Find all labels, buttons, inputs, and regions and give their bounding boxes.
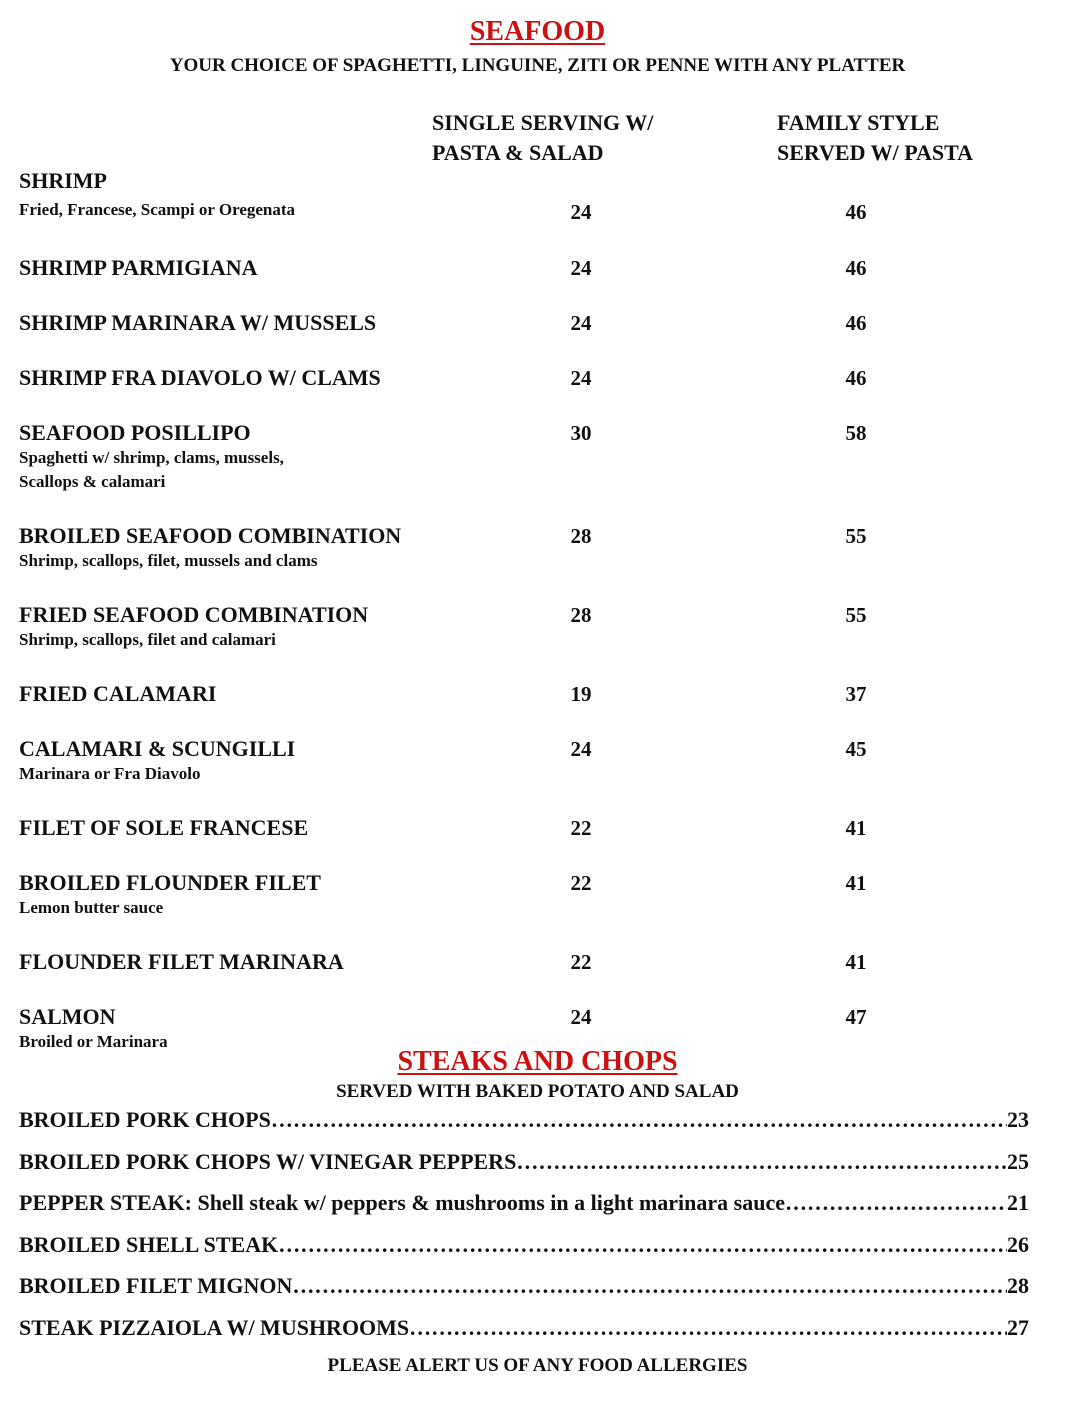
- item-description: Spaghetti w/ shrimp, clams, mussels,: [19, 448, 284, 467]
- item-name: BROILED FLOUNDER FILET: [19, 870, 321, 895]
- item-name: FLOUNDER FILET MARINARA: [19, 949, 344, 974]
- steak-item: PEPPER STEAK: Shell steak w/ peppers & m…: [19, 1188, 1029, 1230]
- item-name: SEAFOOD POSILLIPO: [19, 420, 251, 445]
- menu-item: SHRIMP Fried, Francese, Scampi or Oregena…: [19, 168, 1059, 226]
- allergy-notice: PLEASE ALERT US OF ANY FOOD ALLERGIES: [327, 1355, 748, 1376]
- steak-item: BROILED PORK CHOPS 23: [19, 1105, 1029, 1147]
- item-description: Lemon butter sauce: [19, 898, 164, 917]
- single-price: 22: [570, 871, 592, 895]
- item-price: 21: [1007, 1190, 1029, 1216]
- item-description: Broiled or Marinara: [19, 1032, 168, 1051]
- steak-item: BROILED SHELL STEAK 26: [19, 1230, 1029, 1272]
- menu-item: SHRIMP PARMIGIANA 24 46: [19, 255, 1059, 281]
- header-line: FAMILY STYLE: [777, 110, 940, 135]
- item-description: Shrimp, scallops, filet and calamari: [19, 630, 276, 649]
- item-name: SHRIMP MARINARA W/ MUSSELS: [19, 310, 377, 335]
- single-serving-header: SINGLE SERVING W/ PASTA & SALAD: [432, 108, 653, 168]
- family-price: 46: [845, 311, 867, 335]
- menu-item: SHRIMP FRA DIAVOLO W/ CLAMS 24 46: [19, 365, 1059, 391]
- seafood-subtitle: YOUR CHOICE OF SPAGHETTI, LINGUINE, ZITI…: [169, 55, 906, 76]
- menu-item: BROILED SEAFOOD COMBINATION Shrimp, scall…: [19, 523, 1059, 573]
- family-price: 37: [845, 682, 867, 706]
- family-price: 45: [845, 737, 867, 761]
- family-price: 55: [845, 603, 867, 627]
- steaks-subtitle: SERVED WITH BAKED POTATO AND SALAD: [336, 1081, 739, 1102]
- family-price: 41: [845, 950, 867, 974]
- single-price: 28: [570, 603, 592, 627]
- item-name: BROILED PORK CHOPS W/ VINEGAR PEPPERS: [19, 1148, 517, 1174]
- menu-item: SEAFOOD POSILLIPO Spaghetti w/ shrimp, cl…: [19, 420, 1059, 494]
- item-name: CALAMARI & SCUNGILLI: [19, 736, 296, 761]
- item-name: SALMON: [19, 1004, 116, 1029]
- item-price: 25: [1007, 1148, 1029, 1174]
- seafood-title: SEAFOOD: [469, 16, 606, 47]
- single-price: 24: [570, 256, 592, 280]
- header-line: SERVED W/ PASTA: [777, 140, 974, 165]
- dot-leader: [278, 1230, 1007, 1260]
- item-name: FRIED SEAFOOD COMBINATION: [19, 602, 369, 627]
- dot-leader: [785, 1188, 1007, 1218]
- item-name: STEAK PIZZAIOLA W/ MUSHROOMS: [19, 1314, 410, 1340]
- item-name: SHRIMP FRA DIAVOLO W/ CLAMS: [19, 365, 381, 390]
- item-description: Shrimp, scallops, filet, mussels and cla…: [19, 551, 318, 570]
- header-line: SINGLE SERVING W/: [432, 110, 654, 135]
- steak-item: BROILED FILET MIGNON 28: [19, 1271, 1029, 1313]
- menu-item: BROILED FLOUNDER FILET Lemon butter sauce…: [19, 870, 1059, 920]
- item-price: 26: [1007, 1231, 1029, 1257]
- menu-item: CALAMARI & SCUNGILLI Marinara or Fra Diav…: [19, 736, 1059, 786]
- item-name: BROILED PORK CHOPS: [19, 1107, 271, 1132]
- item-price: 28: [1007, 1273, 1029, 1299]
- family-price: 55: [845, 524, 867, 548]
- steaks-items: BROILED PORK CHOPS 23 BROILED PORK CHOPS W…: [19, 1105, 1029, 1355]
- item-name: BROILED SHELL STEAK: [19, 1231, 279, 1257]
- single-price: 22: [570, 816, 592, 840]
- dot-leader: [409, 1313, 1007, 1343]
- steaks-title: STEAKS AND CHOPS: [397, 1046, 678, 1077]
- family-price: 46: [845, 366, 867, 390]
- dot-leader: [292, 1271, 1007, 1301]
- item-name: SHRIMP PARMIGIANA: [19, 255, 258, 280]
- menu-item: FRIED SEAFOOD COMBINATION Shrimp, scallop…: [19, 602, 1059, 652]
- dot-leader: [516, 1147, 1007, 1177]
- item-price: 27: [1007, 1314, 1029, 1340]
- family-price: 41: [845, 871, 867, 895]
- single-price: 24: [570, 200, 592, 224]
- menu-item: FLOUNDER FILET MARINARA 22 41: [19, 949, 1059, 975]
- single-price: 24: [570, 366, 592, 390]
- family-price: 41: [845, 816, 867, 840]
- single-price: 19: [570, 682, 592, 706]
- seafood-items: SHRIMP Fried, Francese, Scampi or Oregena…: [19, 168, 1059, 1083]
- item-name: FRIED CALAMARI: [19, 681, 217, 706]
- family-price: 58: [845, 421, 867, 445]
- item-description: Marinara or Fra Diavolo: [19, 764, 201, 783]
- item-description: Fried, Francese, Scampi or Oregenata: [19, 200, 296, 219]
- single-price: 28: [570, 524, 592, 548]
- family-style-header: FAMILY STYLE SERVED W/ PASTA: [777, 108, 973, 168]
- item-name: BROILED SEAFOOD COMBINATION: [19, 523, 402, 548]
- menu-item: SHRIMP MARINARA W/ MUSSELS 24 46: [19, 310, 1059, 336]
- single-price: 24: [570, 737, 592, 761]
- item-name: PEPPER STEAK: Shell steak w/ peppers & m…: [19, 1190, 785, 1216]
- item-name: FILET OF SOLE FRANCESE: [19, 815, 309, 840]
- single-price: 24: [570, 1005, 592, 1029]
- family-price: 46: [845, 256, 867, 280]
- item-description: Scallops & calamari: [19, 472, 166, 491]
- menu-item: SALMON Broiled or Marinara 24 47: [19, 1004, 1059, 1054]
- family-price: 46: [845, 200, 867, 224]
- single-price: 22: [570, 950, 592, 974]
- single-price: 30: [570, 421, 592, 445]
- item-name: SHRIMP: [19, 168, 107, 193]
- family-price: 47: [845, 1005, 867, 1029]
- menu-item: FRIED CALAMARI 19 37: [19, 681, 1059, 707]
- single-price: 24: [570, 311, 592, 335]
- dot-leader: [271, 1105, 1007, 1135]
- steak-item: STEAK PIZZAIOLA W/ MUSHROOMS 27: [19, 1313, 1029, 1355]
- header-line: PASTA & SALAD: [432, 140, 604, 165]
- item-name: BROILED FILET MIGNON: [19, 1273, 293, 1299]
- steak-item: BROILED PORK CHOPS W/ VINEGAR PEPPERS 25: [19, 1147, 1029, 1189]
- menu-item: FILET OF SOLE FRANCESE 22 41: [19, 815, 1059, 841]
- item-price: 23: [1007, 1107, 1029, 1132]
